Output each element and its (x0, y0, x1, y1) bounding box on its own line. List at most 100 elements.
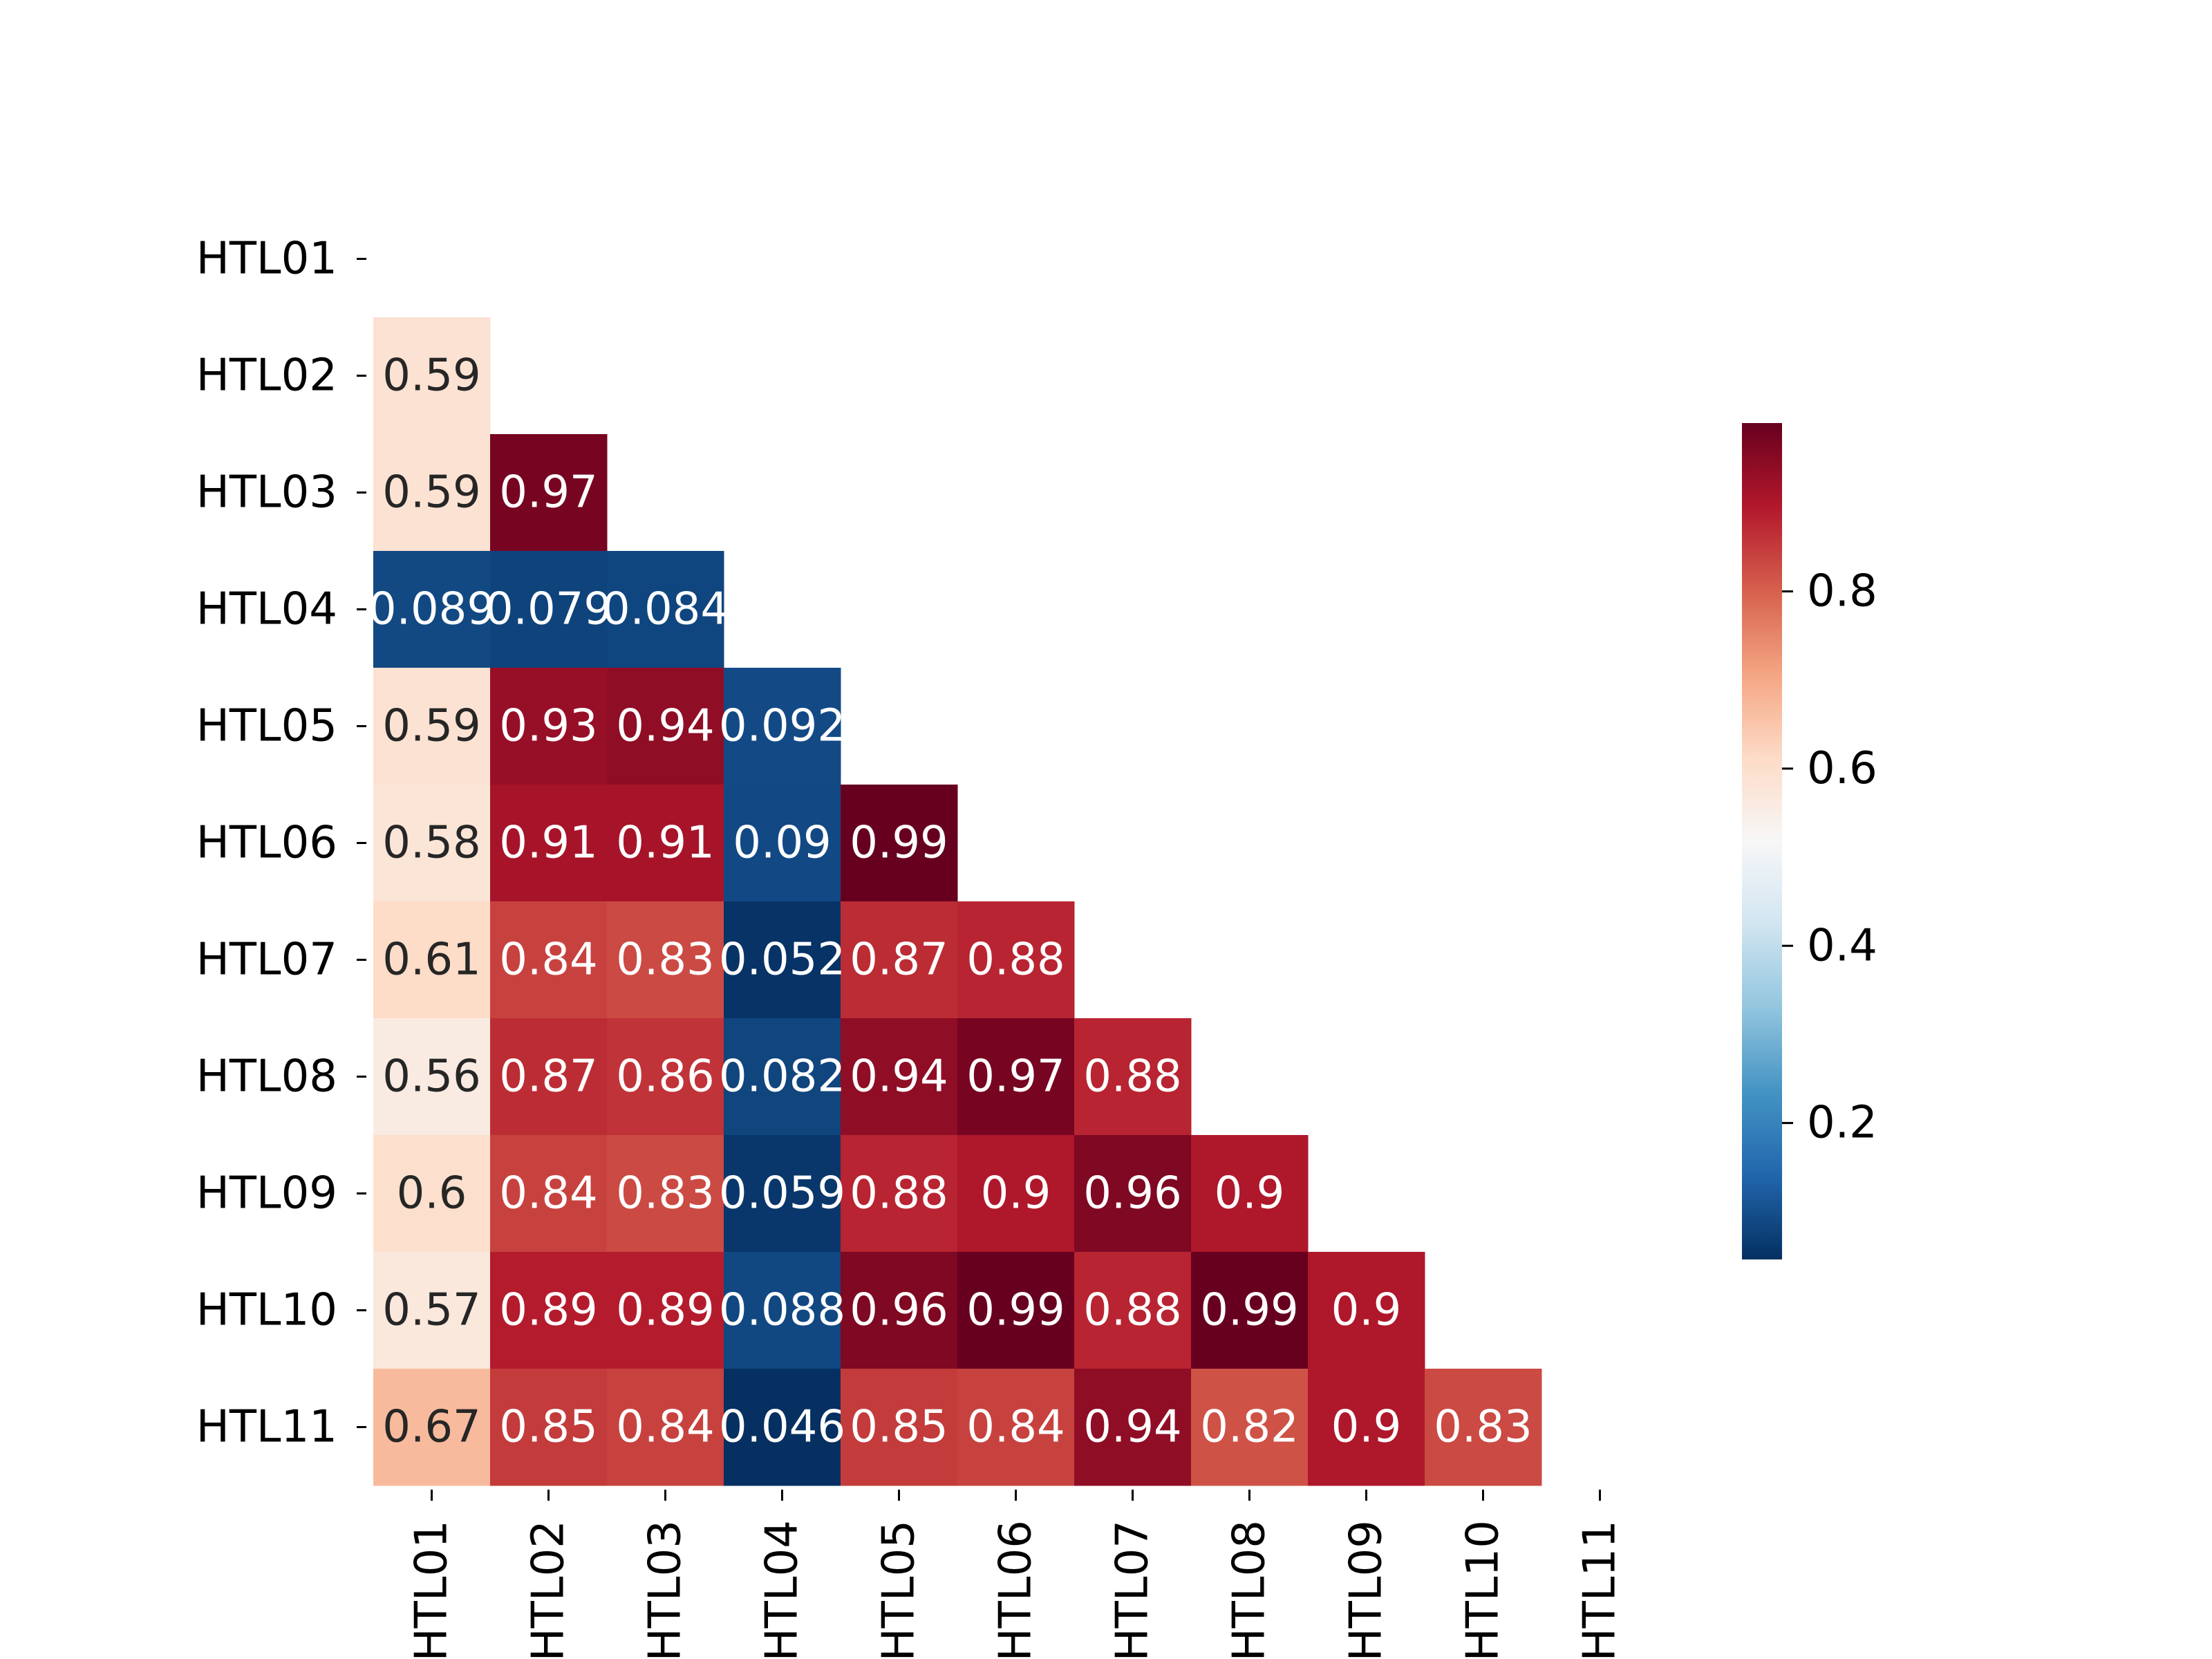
heatmap-cell (1191, 1369, 1309, 1486)
heatmap-cell (373, 668, 491, 785)
cell-annotation: 0.046 (719, 1402, 845, 1453)
cell-annotation: 0.85 (850, 1402, 948, 1453)
heatmap-cell (957, 1135, 1075, 1253)
heatmap-cell (724, 668, 841, 785)
y-tick-label: HTL07 (196, 935, 337, 986)
heatmap-cell (373, 434, 491, 552)
cell-annotation: 0.61 (382, 935, 481, 986)
cell-annotation: 0.052 (719, 935, 845, 986)
x-tick-label: HTL02 (523, 1520, 574, 1659)
x-tick-label: HTL10 (1458, 1520, 1509, 1659)
heatmap-cell (490, 1252, 608, 1369)
heatmap-cell (607, 1252, 724, 1369)
heatmap-cell (724, 901, 841, 1019)
cell-annotation: 0.89 (616, 1285, 715, 1336)
cell-annotation: 0.67 (382, 1402, 481, 1453)
cell-annotation: 0.86 (616, 1051, 715, 1103)
cell-annotation: 0.092 (719, 701, 845, 752)
cell-annotation: 0.88 (850, 1168, 948, 1219)
heatmap-cell (607, 785, 724, 902)
colorbar-tick-label: 0.6 (1807, 743, 1877, 794)
y-axis: HTL01 HTL02 HTL03 HTL04 HTL05 HTL06 HTL07 HTL08… (196, 234, 366, 1453)
cell-annotation: 0.59 (382, 350, 481, 402)
heatmap-cell (490, 1018, 608, 1136)
heatmap-cell (957, 1018, 1075, 1136)
colorbar-tick-label: 0.4 (1807, 920, 1877, 971)
cell-annotation: 0.84 (499, 935, 598, 986)
y-tick-label: HTL06 (196, 818, 337, 869)
cell-annotation: 0.57 (382, 1285, 481, 1336)
cell-annotation: 0.58 (382, 818, 481, 869)
cell-annotation: 0.9 (1331, 1402, 1402, 1453)
heatmap-cell (607, 1135, 724, 1253)
cell-annotation: 0.96 (1083, 1168, 1182, 1219)
heatmap-cell (1308, 1369, 1425, 1486)
cell-annotation: 0.87 (850, 935, 948, 986)
heatmap-cell (841, 1135, 958, 1253)
cell-annotation: 0.9 (1215, 1168, 1285, 1219)
cell-annotation: 0.99 (850, 818, 948, 869)
heatmap-cell (490, 901, 608, 1019)
y-tick-label: HTL11 (196, 1402, 337, 1453)
cell-annotation: 0.6 (397, 1168, 467, 1219)
cell-annotation: 0.088 (719, 1285, 845, 1336)
colorbar: 0.2 0.4 0.6 0.8 (1742, 423, 1877, 1259)
y-tick-label: HTL09 (196, 1168, 337, 1219)
cell-annotation: 0.94 (1083, 1402, 1182, 1453)
heatmap-cell (841, 901, 958, 1019)
x-tick-label: HTL04 (757, 1520, 808, 1659)
x-tick-label: HTL07 (1107, 1520, 1159, 1659)
heatmap-cell (841, 1252, 958, 1369)
heatmap-cell (373, 1252, 491, 1369)
cell-annotation: 0.079 (485, 584, 612, 635)
cell-annotation: 0.94 (616, 701, 715, 752)
cell-annotation: 0.9 (1331, 1285, 1402, 1336)
heatmap-cell (373, 1018, 491, 1136)
cell-annotation: 0.84 (616, 1402, 715, 1453)
cell-annotation: 0.59 (382, 467, 481, 518)
x-tick-label: HTL08 (1224, 1520, 1275, 1659)
heatmap-cell (1425, 1369, 1542, 1486)
cell-annotation: 0.97 (499, 467, 598, 518)
heatmap-cell (724, 785, 841, 902)
cell-annotation: 0.059 (719, 1168, 845, 1219)
heatmap-cell (957, 901, 1075, 1019)
heatmap-cell (1191, 1135, 1309, 1253)
cell-annotation: 0.082 (719, 1051, 845, 1103)
heatmap-cell (1074, 1252, 1192, 1369)
heatmap-cell (490, 551, 608, 668)
colorbar-tick-label: 0.2 (1807, 1098, 1877, 1149)
heatmap-cell (607, 668, 724, 785)
cell-annotation: 0.83 (1434, 1402, 1533, 1453)
x-tick-label: HTL01 (406, 1520, 458, 1659)
cell-annotation: 0.87 (499, 1051, 598, 1103)
x-tick-label: HTL11 (1575, 1520, 1626, 1659)
x-axis: HTL01 HTL02 HTL03 HTL04 HTL05 HTL06 HTL07 HTL08… (406, 1490, 1626, 1659)
heatmap-cell (490, 434, 608, 552)
cell-annotation: 0.94 (850, 1051, 948, 1103)
y-tick-label: HTL05 (196, 701, 337, 752)
cell-annotation: 0.84 (499, 1168, 598, 1219)
cell-annotation: 0.99 (966, 1285, 1065, 1336)
y-tick-label: HTL10 (196, 1285, 337, 1336)
cell-annotation: 0.82 (1200, 1402, 1299, 1453)
cell-annotation: 0.88 (966, 935, 1065, 986)
heatmap-cell (841, 785, 958, 902)
colorbar-gradient (1742, 423, 1782, 1259)
heatmap-cell (1074, 1018, 1192, 1136)
cell-annotation: 0.089 (368, 584, 495, 635)
heatmap-cell (373, 317, 491, 435)
heatmap-cell (373, 1369, 491, 1486)
cell-annotation: 0.84 (966, 1402, 1065, 1453)
heatmap-cells (373, 317, 1542, 1486)
heatmap-cell (1074, 1369, 1192, 1486)
heatmap-cell (1308, 1252, 1425, 1369)
cell-annotation: 0.97 (966, 1051, 1065, 1103)
cell-annotation: 0.9 (981, 1168, 1051, 1219)
cell-annotation: 0.83 (616, 1168, 715, 1219)
heatmap-cell (490, 1369, 608, 1486)
heatmap-cell (1191, 1252, 1309, 1369)
cell-annotation: 0.99 (1200, 1285, 1299, 1336)
